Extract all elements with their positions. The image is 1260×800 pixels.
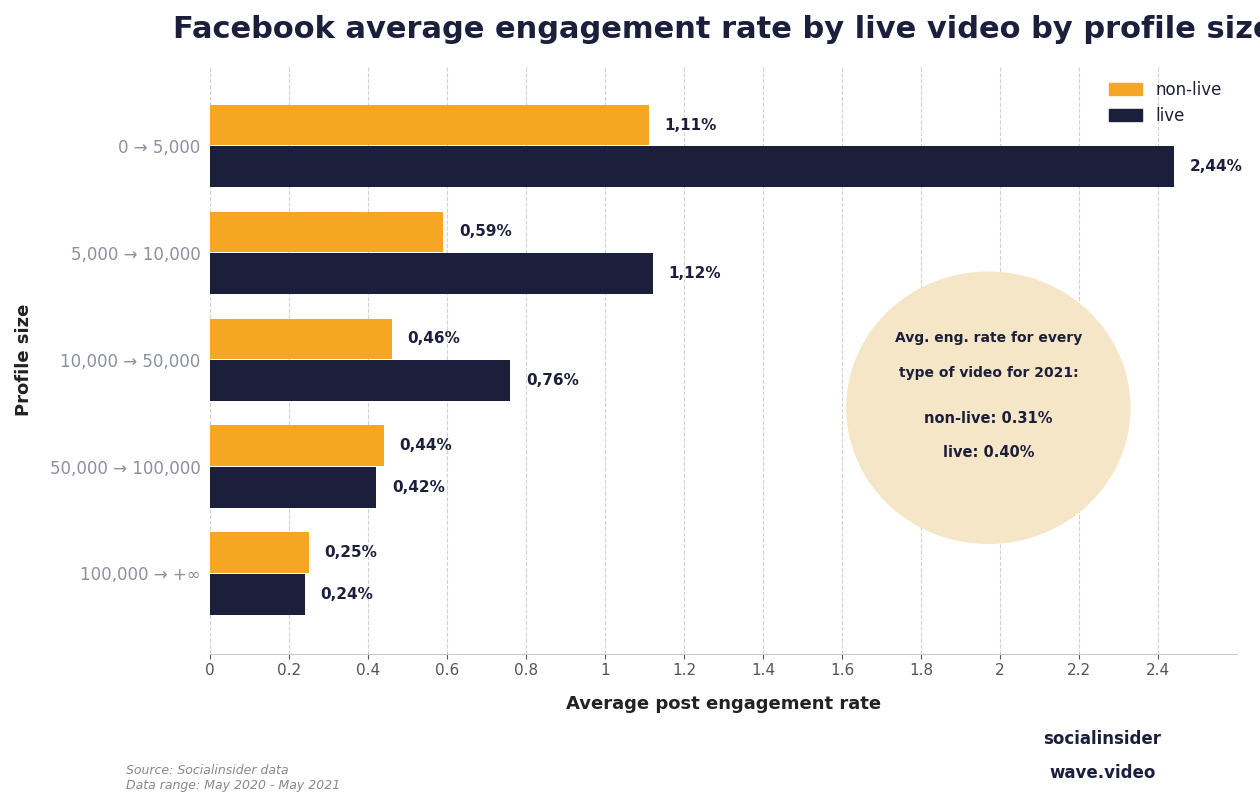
Text: 1,12%: 1,12% (668, 266, 721, 281)
Bar (210, 318, 392, 359)
Text: wave.video: wave.video (1050, 765, 1155, 782)
Text: Avg. eng. rate for every: Avg. eng. rate for every (895, 331, 1082, 346)
Text: 0,44%: 0,44% (399, 438, 452, 454)
Text: non-live: 0.31%: non-live: 0.31% (924, 411, 1052, 426)
Bar (210, 360, 510, 401)
Text: 0,42%: 0,42% (392, 480, 445, 495)
Bar (210, 426, 384, 466)
Text: 0,59%: 0,59% (459, 225, 512, 239)
Text: 1,11%: 1,11% (664, 118, 717, 133)
Bar (210, 212, 444, 252)
Bar (210, 105, 649, 146)
Bar (210, 146, 1174, 187)
Text: 0,24%: 0,24% (321, 586, 374, 602)
Title: Facebook average engagement rate by live video by profile size: Facebook average engagement rate by live… (174, 15, 1260, 44)
Bar (210, 532, 309, 573)
Bar (210, 467, 375, 508)
Bar (210, 574, 305, 614)
Text: socialinsider: socialinsider (1043, 730, 1162, 748)
Text: 2,44%: 2,44% (1189, 159, 1242, 174)
Text: Source: Socialinsider data
Data range: May 2020 - May 2021: Source: Socialinsider data Data range: M… (126, 764, 340, 792)
Y-axis label: Profile size: Profile size (15, 303, 33, 416)
Bar (210, 254, 653, 294)
Text: 0,46%: 0,46% (408, 331, 460, 346)
Text: 0,76%: 0,76% (527, 373, 580, 388)
Ellipse shape (847, 271, 1130, 544)
Legend: non-live, live: non-live, live (1102, 74, 1228, 132)
X-axis label: Average post engagement rate: Average post engagement rate (566, 695, 881, 713)
Text: live: 0.40%: live: 0.40% (942, 445, 1034, 460)
Text: type of video for 2021:: type of video for 2021: (898, 366, 1079, 379)
Text: 0,25%: 0,25% (325, 545, 378, 560)
